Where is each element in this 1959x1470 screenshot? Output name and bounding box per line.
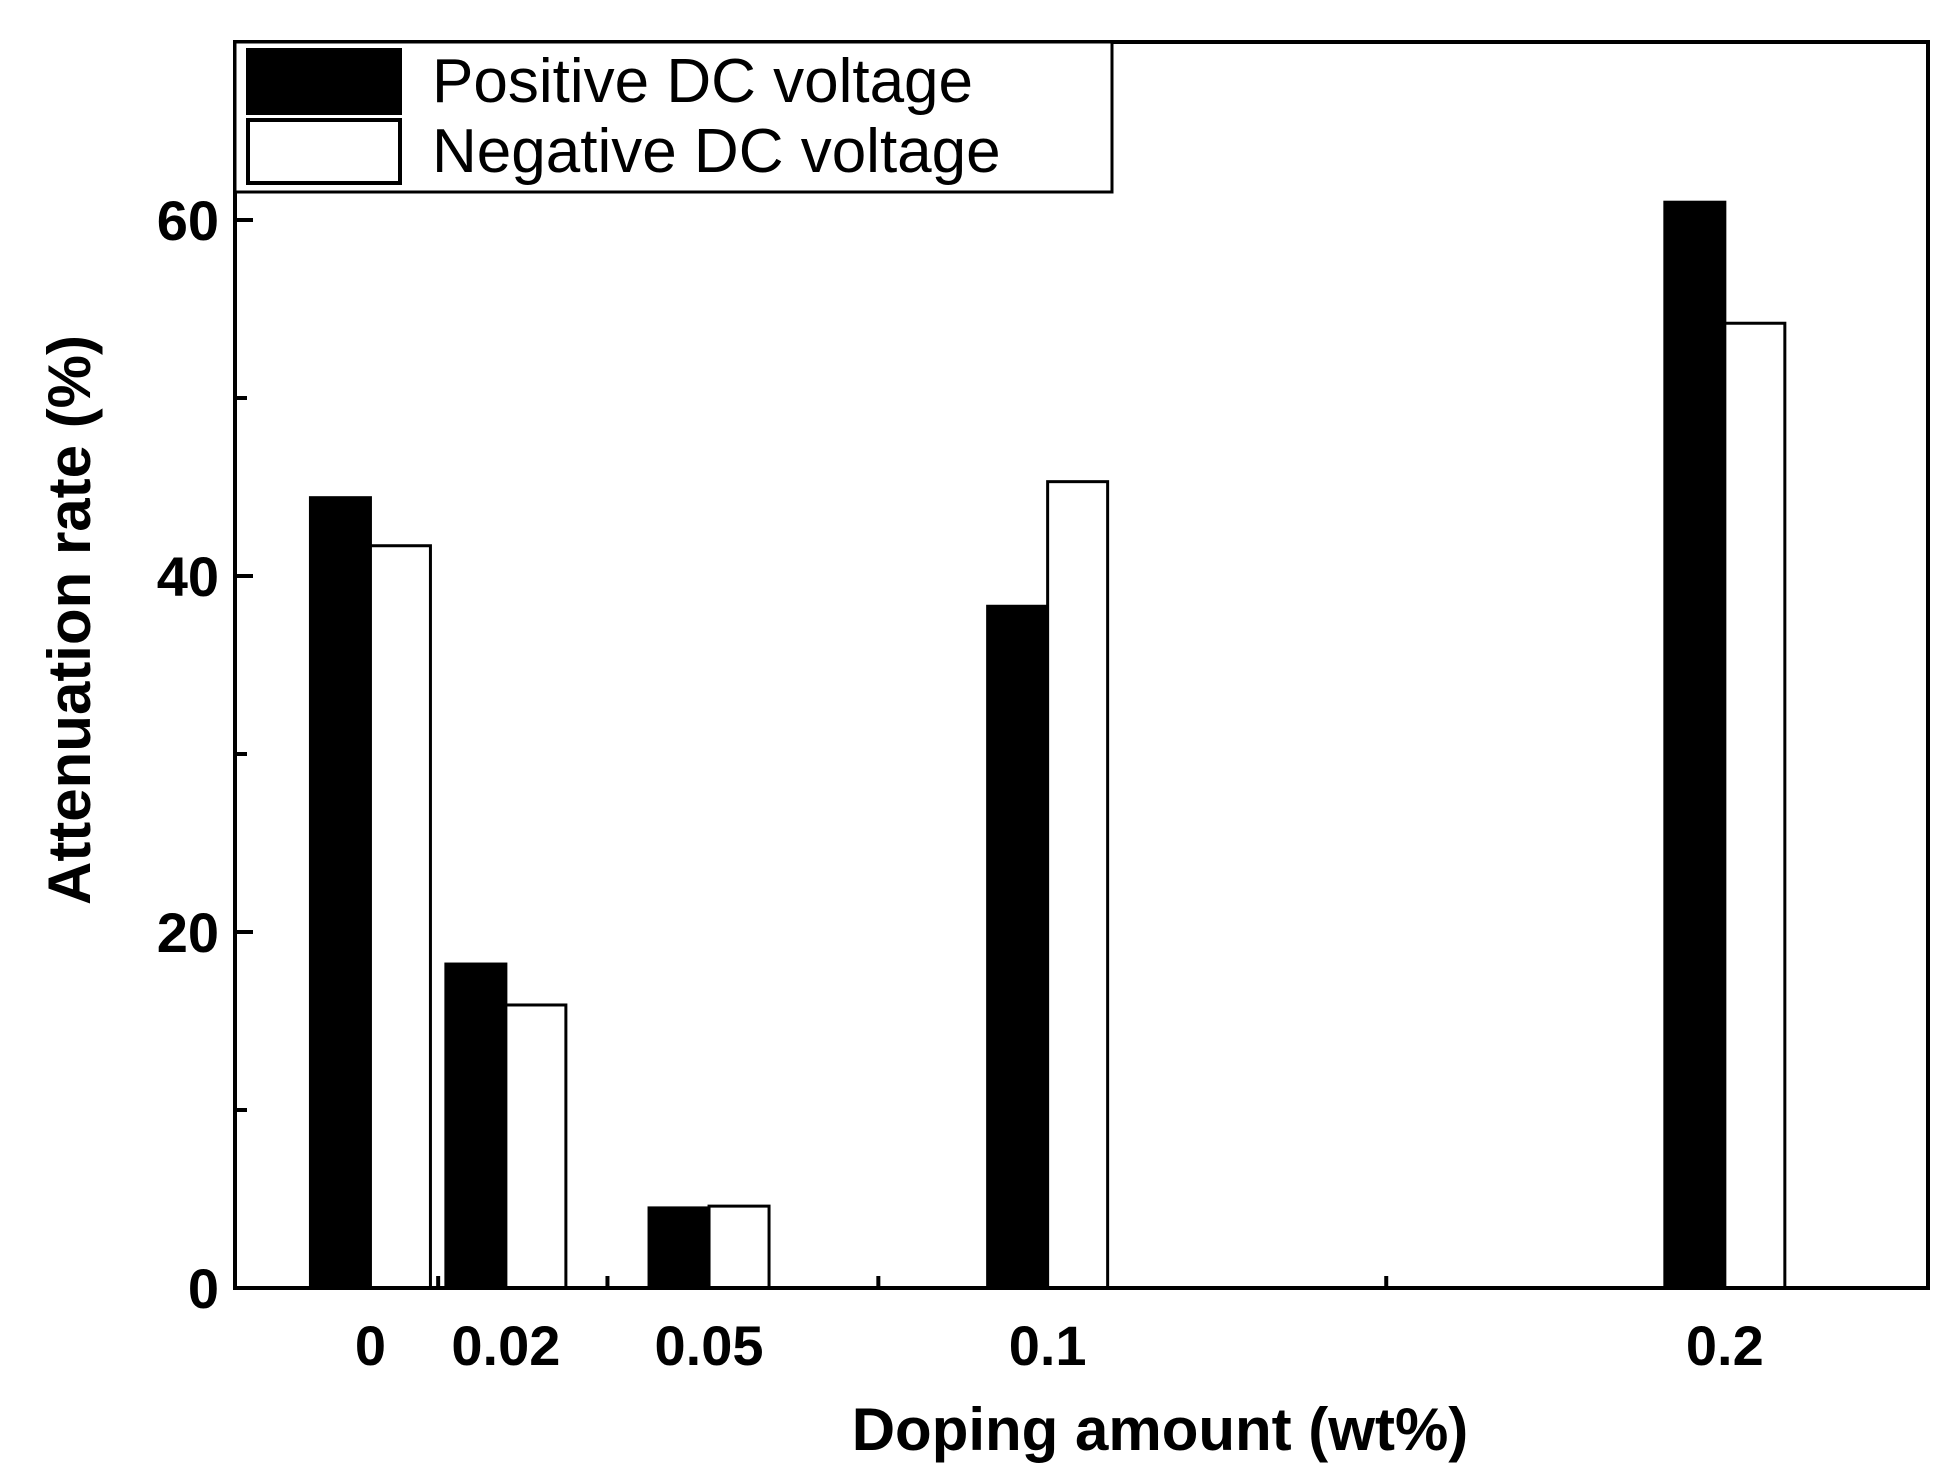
x-tick-label: 0.05 bbox=[655, 1314, 764, 1377]
y-axis-title: Attenuation rate (%) bbox=[36, 335, 103, 905]
x-tick-label: 0.2 bbox=[1686, 1314, 1764, 1377]
legend-label-positive: Positive DC voltage bbox=[432, 47, 973, 116]
legend-swatch-negative bbox=[246, 118, 402, 185]
x-tick-label: 0 bbox=[355, 1314, 386, 1377]
ticks-layer bbox=[235, 218, 1389, 1290]
y-tick-label: 20 bbox=[157, 901, 219, 964]
x-tick-label: 0.02 bbox=[451, 1314, 560, 1377]
y-tick-label: 40 bbox=[157, 545, 219, 608]
x-tick-label: 0.1 bbox=[1009, 1314, 1087, 1377]
y-tick-label: 60 bbox=[157, 189, 219, 252]
legend: Positive DC voltage Negative DC voltage bbox=[233, 40, 1114, 194]
bars-layer bbox=[308, 200, 1787, 1290]
x-axis-title: Doping amount (wt%) bbox=[852, 1396, 1469, 1463]
bar-negative-0.2 bbox=[1723, 321, 1787, 1290]
bar-positive-0.1 bbox=[986, 604, 1050, 1290]
legend-label-negative: Negative DC voltage bbox=[432, 117, 1001, 186]
bar-positive-0.2 bbox=[1663, 200, 1727, 1290]
bar-negative-0 bbox=[368, 544, 432, 1290]
bar-negative-0.05 bbox=[707, 1204, 771, 1290]
y-tick-label: 0 bbox=[188, 1257, 219, 1320]
bar-positive-0.02 bbox=[444, 962, 508, 1290]
bar-positive-0 bbox=[308, 496, 372, 1290]
bar-negative-0.1 bbox=[1046, 480, 1110, 1290]
legend-swatch-positive bbox=[246, 48, 402, 115]
bar-negative-0.02 bbox=[504, 1003, 568, 1290]
bar-positive-0.05 bbox=[647, 1206, 711, 1290]
labels-layer: 0 0.02 0.05 0.1 0.2 0 20 40 60 bbox=[157, 189, 1764, 1377]
